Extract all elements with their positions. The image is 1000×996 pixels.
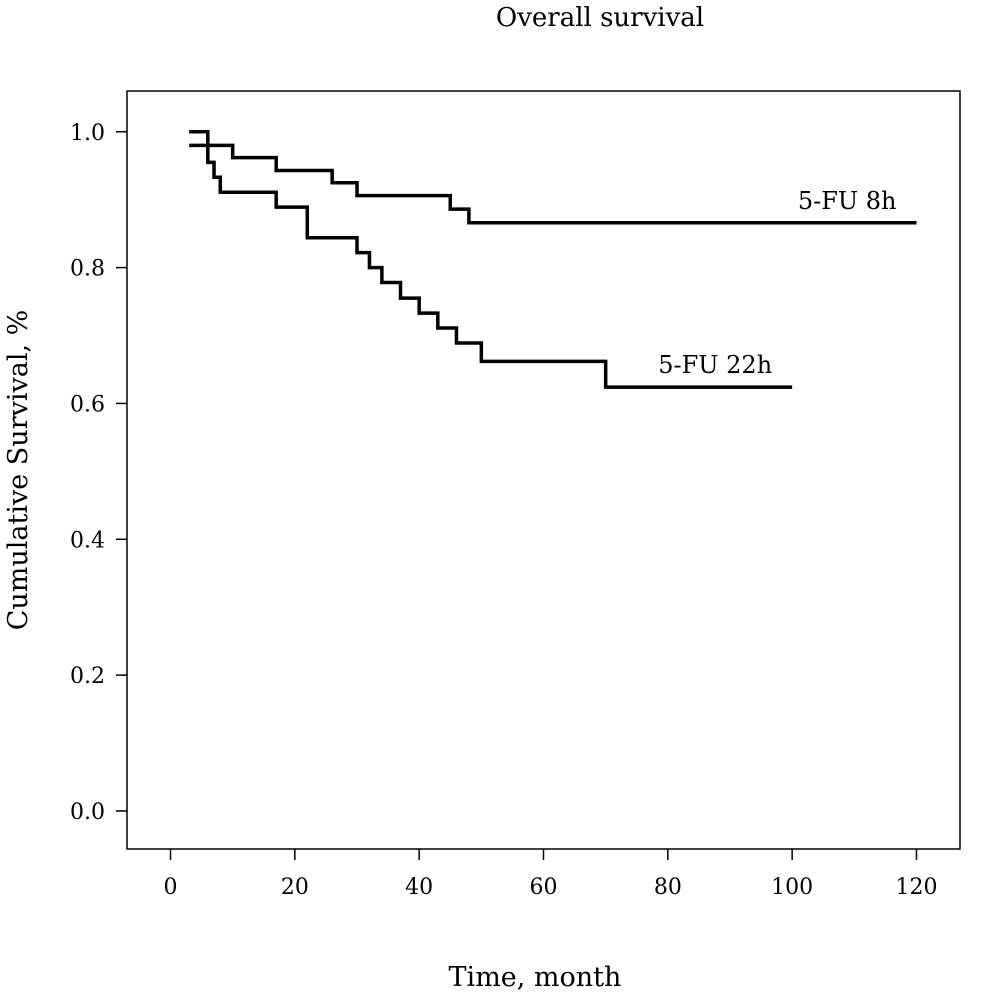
x-axis-label: Time, month — [449, 962, 622, 993]
survival-curve-5fu-22h — [189, 130, 793, 389]
x-tick-label: 100 — [771, 875, 813, 900]
y-axis-label: Cumulative Survival, % — [3, 310, 34, 631]
y-axis: 0.0 0.2 0.4 0.6 0.8 1.0 — [70, 121, 127, 825]
x-tick-label: 120 — [895, 875, 937, 900]
y-tick-label: 0.8 — [70, 257, 105, 282]
series-label: 5-FU 8h — [798, 187, 897, 215]
x-tick-label: 0 — [164, 875, 178, 900]
y-tick-label: 0.2 — [70, 664, 105, 689]
chart-title: Overall survival — [496, 3, 704, 33]
series-layer: 5-FU 8h 5-FU 22h — [189, 130, 917, 389]
x-tick-label: 40 — [405, 875, 433, 900]
y-tick-label: 0.6 — [70, 392, 105, 417]
survival-curve-5fu-8h — [189, 143, 917, 225]
y-tick-label: 0.4 — [70, 528, 105, 553]
x-axis: 0 20 40 60 80 100 120 — [164, 849, 937, 900]
x-tick-label: 20 — [281, 875, 309, 900]
x-tick-label: 80 — [654, 875, 682, 900]
y-tick-label: 1.0 — [70, 121, 105, 146]
y-tick-label: 0.0 — [70, 800, 105, 825]
series-label: 5-FU 22h — [658, 351, 772, 379]
x-tick-label: 60 — [530, 875, 558, 900]
